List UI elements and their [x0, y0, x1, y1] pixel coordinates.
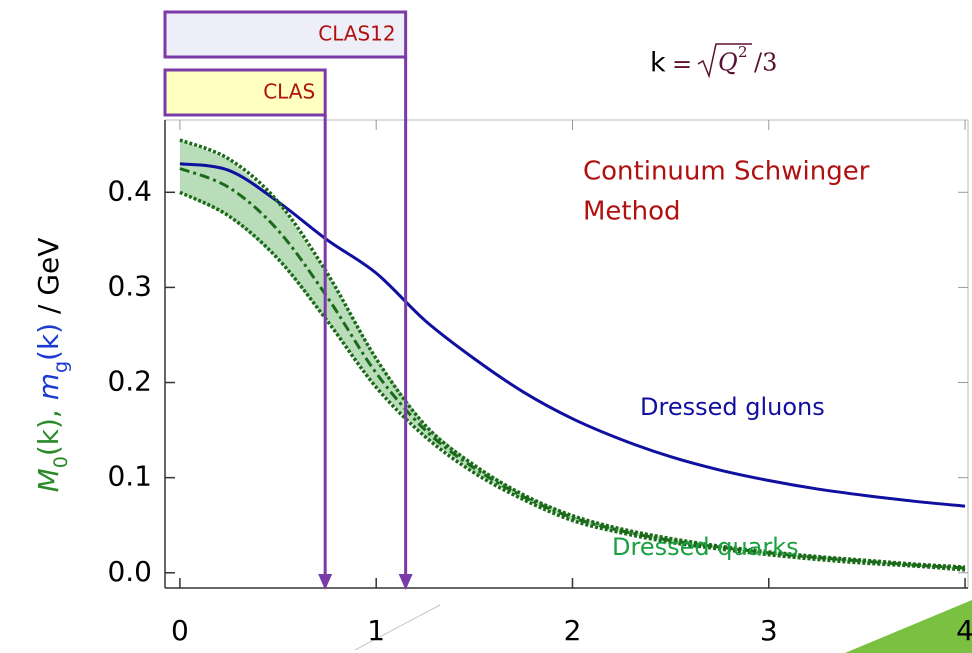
x-tick-label: 1 — [367, 614, 385, 647]
arrow-head — [318, 574, 333, 590]
series-line — [179, 190, 966, 572]
series-line — [179, 162, 966, 508]
x-tick-label: 0 — [171, 614, 189, 647]
y-tick-label: 0.2 — [107, 365, 152, 398]
slide-decoration — [845, 600, 972, 653]
y-tick-label: 0.4 — [107, 174, 152, 207]
formula-eq: = — [672, 51, 692, 79]
range-label: CLAS12 — [318, 22, 395, 46]
y-label-part: g — [50, 361, 72, 373]
x-tick-label: 4 — [956, 614, 972, 647]
x-tick-label: 3 — [760, 614, 778, 647]
range-box — [163, 10, 408, 59]
series-label: Dressed quarks — [612, 533, 799, 561]
series-line — [179, 138, 966, 569]
formula-power: 2 — [738, 43, 748, 61]
y-tick-label: 0.0 — [107, 555, 152, 588]
y-axis-label: M0(k), mg(k) / GeV — [32, 238, 72, 493]
formula-var: Q — [718, 49, 738, 77]
y-tick-label: 0.1 — [107, 460, 152, 493]
formula-lhs: k — [650, 48, 666, 79]
band-fill — [179, 139, 966, 570]
method-label: Method — [583, 197, 681, 227]
formula-rest: /3 — [754, 49, 777, 77]
y-label-part: m — [32, 373, 65, 400]
arrow-head — [398, 574, 413, 590]
y-tick-label: 0.3 — [107, 269, 152, 302]
y-label-part: / GeV — [32, 238, 65, 323]
y-label-part: (k) — [32, 323, 65, 361]
y-label-part: M — [32, 468, 65, 492]
range-label: CLAS — [263, 80, 315, 104]
sqrt-sign — [697, 43, 752, 79]
y-label-part: 0 — [50, 456, 72, 468]
series-label: Dressed gluons — [640, 393, 825, 421]
method-label: Continuum Schwinger — [583, 157, 870, 187]
slide-line — [354, 604, 441, 651]
range-box — [163, 68, 327, 117]
formula: k = Q 2 /3 — [650, 43, 777, 79]
x-tick-label: 2 — [564, 614, 582, 647]
y-label-part: (k), — [32, 400, 65, 456]
series-line — [179, 167, 966, 570]
